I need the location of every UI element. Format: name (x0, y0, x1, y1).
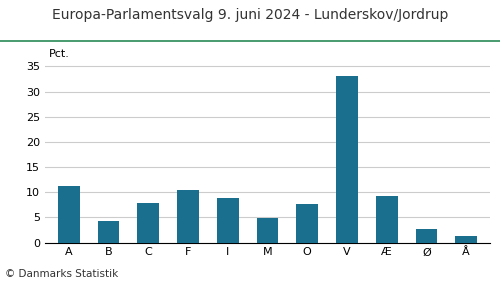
Bar (138, 203, 159, 243)
Bar (217, 198, 238, 243)
Bar (98, 221, 120, 243)
Bar (296, 204, 318, 243)
Text: Europa-Parlamentsvalg 9. juni 2024 - Lunderskov/Jordrup: Europa-Parlamentsvalg 9. juni 2024 - Lun… (52, 8, 448, 23)
Bar (455, 236, 477, 243)
Text: © Danmarks Statistik: © Danmarks Statistik (5, 269, 118, 279)
Bar (416, 230, 438, 243)
Text: Pct.: Pct. (49, 49, 70, 59)
Bar (336, 76, 358, 243)
Bar (376, 196, 398, 243)
Bar (58, 186, 80, 243)
Bar (177, 190, 199, 243)
Bar (256, 218, 278, 243)
